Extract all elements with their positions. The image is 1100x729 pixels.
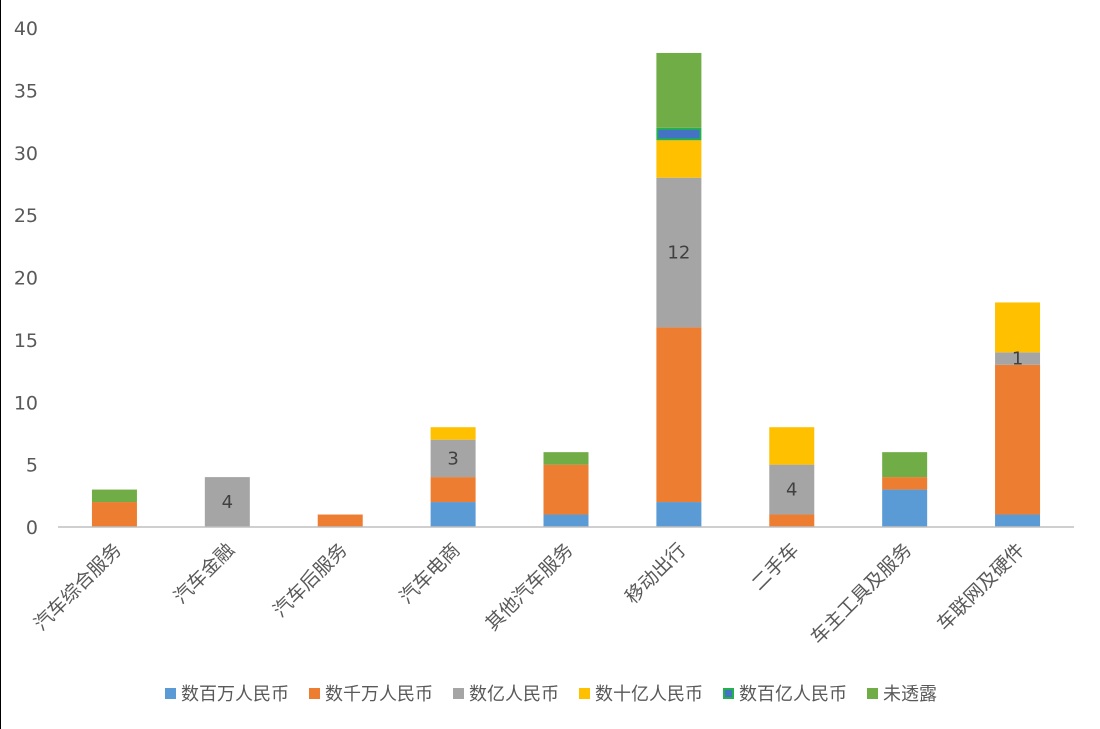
legend: 数百万人民币 数千万人民币 数亿人民币 数十亿人民币 数百亿人民币 未透露 bbox=[1, 678, 1100, 708]
bar-segment bbox=[656, 327, 702, 503]
legend-item: 数百亿人民币 bbox=[723, 680, 847, 706]
y-tick-label: 0 bbox=[26, 517, 38, 539]
bar-segment bbox=[769, 514, 815, 527]
y-tick-label: 15 bbox=[14, 330, 38, 352]
legend-item: 数千万人民币 bbox=[309, 680, 433, 706]
bar-segment bbox=[656, 502, 702, 527]
data-label: 1 bbox=[1012, 349, 1023, 370]
bar-segment bbox=[317, 514, 363, 527]
category-label: 其他汽车服务 bbox=[481, 539, 577, 635]
legend-label: 数十亿人民币 bbox=[595, 684, 703, 705]
bar-segment bbox=[656, 140, 702, 178]
legend-swatch bbox=[723, 687, 734, 699]
bar-segment bbox=[995, 514, 1041, 527]
legend-item: 未透露 bbox=[867, 680, 937, 706]
legend-label: 数千万人民币 bbox=[325, 684, 433, 705]
category-label: 车主工具及服务 bbox=[807, 539, 917, 649]
category-label: 汽车综合服务 bbox=[30, 539, 126, 635]
legend-label: 数百万人民币 bbox=[181, 684, 289, 705]
legend-item: 数十亿人民币 bbox=[579, 680, 703, 706]
legend-item: 数百万人民币 bbox=[165, 680, 289, 706]
category-label: 移动出行 bbox=[621, 539, 690, 608]
y-tick-label: 40 bbox=[14, 18, 38, 40]
y-tick-label: 35 bbox=[14, 80, 38, 102]
legend-swatch bbox=[453, 687, 464, 699]
bar-segment bbox=[430, 439, 476, 478]
legend-swatch bbox=[309, 687, 320, 699]
bar-segment bbox=[204, 477, 250, 527]
bar-segment bbox=[430, 477, 476, 503]
legend-item: 数亿人民币 bbox=[453, 680, 559, 706]
category-label: 汽车电商 bbox=[395, 539, 464, 608]
bar-segment bbox=[91, 502, 137, 527]
category-label: 二手车 bbox=[747, 539, 803, 595]
data-label: 3 bbox=[447, 448, 458, 469]
category-label: 汽车后服务 bbox=[269, 539, 352, 622]
data-label: 4 bbox=[222, 492, 233, 513]
data-label: 4 bbox=[786, 480, 797, 501]
bar-segment bbox=[995, 364, 1041, 515]
bar-segment bbox=[882, 452, 928, 478]
y-tick-label: 30 bbox=[14, 143, 38, 165]
bar-segment bbox=[543, 452, 589, 465]
data-label: 12 bbox=[667, 243, 690, 264]
bar-segment bbox=[995, 352, 1041, 365]
bar-segment bbox=[769, 464, 815, 515]
category-label: 汽车金融 bbox=[170, 539, 239, 608]
y-tick-label: 10 bbox=[14, 392, 38, 414]
y-tick-label: 5 bbox=[26, 455, 38, 477]
bar-segment bbox=[430, 502, 476, 527]
legend-label: 未透露 bbox=[883, 684, 937, 705]
y-tick-label: 20 bbox=[14, 268, 38, 290]
bar-segment bbox=[656, 52, 702, 128]
legend-swatch bbox=[579, 687, 590, 699]
bar-segment bbox=[656, 127, 702, 141]
bar-segment bbox=[656, 177, 702, 328]
bar-segment bbox=[543, 464, 589, 515]
bar-segment bbox=[769, 427, 815, 465]
bar-segment bbox=[882, 477, 928, 490]
bar-segment bbox=[882, 489, 928, 527]
category-label: 车联网及硬件 bbox=[933, 539, 1029, 635]
bar-segment bbox=[543, 514, 589, 527]
legend-label: 数亿人民币 bbox=[469, 684, 559, 705]
bar-segment bbox=[91, 489, 137, 503]
legend-label: 数百亿人民币 bbox=[739, 684, 847, 705]
bar-segment bbox=[430, 427, 476, 440]
legend-swatch bbox=[165, 687, 176, 699]
y-tick-label: 25 bbox=[14, 205, 38, 227]
legend-swatch bbox=[867, 687, 878, 699]
bar-segment bbox=[995, 302, 1041, 353]
